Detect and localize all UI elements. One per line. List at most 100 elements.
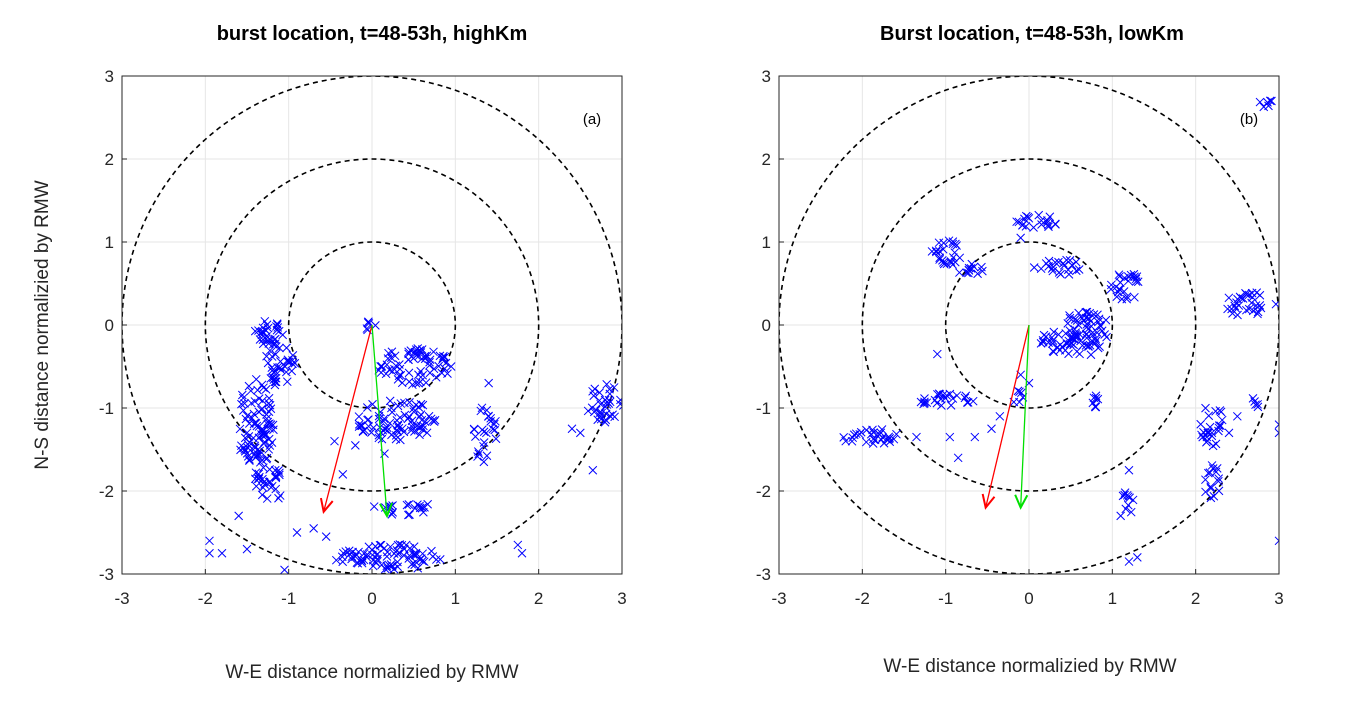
burst-marker [601,415,611,425]
burst-marker [942,391,952,400]
burst-marker [1050,219,1060,229]
burst-marker [253,474,263,484]
burst-marker [479,438,489,447]
burst-marker [609,383,619,392]
range-ring [861,158,1197,492]
y-tick-label: 3 [762,67,771,86]
burst-marker [1017,388,1026,398]
burst-marker [1053,342,1062,352]
burst-marker [1232,411,1242,421]
burst-marker [262,351,271,361]
range-ring [944,241,1114,409]
burst-marker [1201,475,1210,485]
burst-marker [408,380,417,390]
burst-marker [425,357,434,367]
y-tick-label: 1 [762,233,771,252]
burst-marker [406,426,416,435]
burst-marker [1122,490,1132,500]
burst-marker [486,417,495,426]
burst-marker [1091,402,1101,412]
burst-marker [242,411,252,421]
burst-marker [889,434,899,444]
burst-marker [489,419,499,429]
burst-marker [275,468,284,478]
y-tick-label: -2 [99,482,114,501]
burst-marker [275,470,284,480]
burst-marker [1060,346,1070,355]
burst-marker [977,262,986,272]
burst-marker [275,343,284,353]
burst-marker [1100,330,1110,339]
burst-marker [275,491,285,500]
burst-marker [395,364,405,374]
burst-marker [604,395,614,405]
burst-marker [416,348,426,357]
burst-marker [922,398,932,408]
burst-marker [1201,403,1210,413]
burst-marker [1248,393,1258,403]
burst-marker [1207,461,1217,470]
x-tick-label: 3 [617,589,626,608]
burst-marker [386,403,396,413]
burst-marker [1211,406,1220,416]
x-tick-label: -3 [771,589,786,608]
burst-marker [1016,233,1026,243]
burst-marker [425,355,435,365]
burst-marker [1228,309,1237,318]
burst-marker [1074,265,1084,274]
burst-marker [1029,263,1039,272]
burst-marker [1091,393,1101,403]
burst-marker [964,266,974,275]
burst-marker [885,437,895,447]
burst-marker [935,246,945,256]
burst-marker [1106,280,1116,290]
panel-a-xlabel: W-E distance normalizied by RMW [225,662,518,683]
burst-marker [404,500,414,509]
burst-marker [1241,288,1250,298]
burst-marker [1067,333,1077,343]
burst-marker [250,441,260,451]
burst-marker [309,523,319,533]
burst-marker [253,385,262,395]
burst-marker [393,540,403,550]
burst-marker [1065,311,1074,320]
burst-marker [1091,391,1101,401]
burst-marker [283,357,292,366]
burst-marker [245,456,254,466]
motion-arrow-head [1014,494,1029,510]
motion-arrow-shaft [371,324,388,516]
burst-marker [1048,266,1058,276]
y-tick-label: 3 [105,67,114,86]
burst-marker [1112,292,1122,302]
burst-marker [1091,336,1101,346]
range-ring [204,158,540,492]
burst-marker [260,437,269,447]
burst-marker [284,357,294,367]
burst-marker [255,450,265,459]
burst-marker [471,432,480,442]
burst-marker [1247,298,1256,308]
burst-marker [258,483,268,492]
burst-marker [1048,336,1058,345]
burst-marker [948,253,958,262]
x-tick-label: 3 [1274,589,1283,608]
burst-marker [1082,323,1091,332]
burst-marker [1087,336,1097,346]
burst-marker [274,326,284,336]
burst-marker [267,438,277,447]
burst-marker [271,377,281,387]
motion-arrow-shaft [1020,324,1030,508]
y-tick-label: -2 [756,482,771,501]
burst-marker [1065,256,1075,265]
burst-marker [381,369,391,379]
burst-marker [242,544,252,554]
burst-marker [482,405,492,415]
burst-marker [385,418,395,428]
y-tick-label: -1 [99,399,114,418]
burst-marker [271,322,281,331]
burst-marker [841,436,851,446]
motion-arrow-shaft [323,324,373,512]
burst-marker [244,419,254,428]
burst-marker [616,395,622,405]
panel-a: burst location, t=48-53h, highKm N-S dis… [32,23,627,683]
